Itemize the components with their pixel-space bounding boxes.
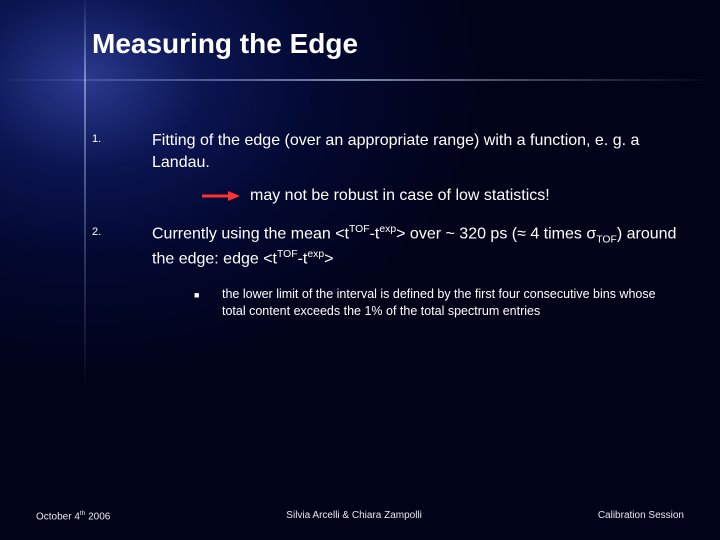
text-frag: 2006 bbox=[85, 511, 110, 522]
text-frag: > over ~ 320 ps (≈ 4 times σ bbox=[396, 226, 596, 243]
slide-body: 1. Fitting of the edge (over an appropri… bbox=[92, 130, 680, 333]
slide-footer: October 4th 2006 Silvia Arcelli & Chiara… bbox=[0, 510, 720, 522]
list-text: Currently using the mean <tTOF-texp> ove… bbox=[152, 223, 680, 319]
superscript: exp bbox=[307, 249, 324, 260]
superscript: TOF bbox=[349, 224, 370, 235]
text-frag: October 4 bbox=[36, 511, 80, 522]
text-frag: -t bbox=[370, 226, 380, 243]
superscript: exp bbox=[379, 224, 396, 235]
sub-list-text: the lower limit of the interval is defin… bbox=[222, 286, 680, 320]
subscript: TOF bbox=[596, 235, 617, 246]
list-number: 1. bbox=[92, 130, 152, 173]
warning-text: may not be robust in case of low statist… bbox=[250, 187, 550, 205]
text-frag: -t bbox=[298, 250, 308, 267]
footer-authors: Silvia Arcelli & Chiara Zampolli bbox=[286, 510, 422, 522]
list-number: 2. bbox=[92, 223, 152, 319]
footer-session: Calibration Session bbox=[598, 510, 684, 522]
warning-row: may not be robust in case of low statist… bbox=[92, 187, 680, 205]
text-frag: Currently using the mean <t bbox=[152, 226, 349, 243]
arrow-icon bbox=[202, 190, 240, 202]
footer-date: October 4th 2006 bbox=[36, 510, 110, 522]
square-bullet-icon: ■ bbox=[194, 286, 222, 320]
sub-list-item: ■ the lower limit of the interval is def… bbox=[152, 286, 680, 320]
superscript: TOF bbox=[277, 249, 298, 260]
list-text: Fitting of the edge (over an appropriate… bbox=[152, 130, 680, 173]
slide-title: Measuring the Edge bbox=[92, 28, 358, 60]
text-frag: > bbox=[324, 250, 333, 267]
list-item-2: 2. Currently using the mean <tTOF-texp> … bbox=[92, 223, 680, 319]
list-item-1: 1. Fitting of the edge (over an appropri… bbox=[92, 130, 680, 173]
